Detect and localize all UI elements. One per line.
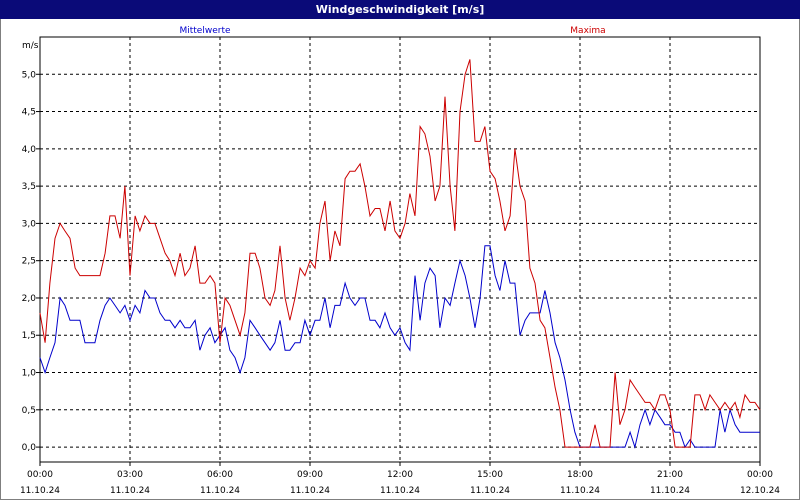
x-tick-date: 11.10.24 xyxy=(560,486,600,496)
x-tick-time: 21:00 xyxy=(657,470,683,480)
x-tick-date: 11.10.24 xyxy=(380,486,420,496)
y-tick-label: 3,0 xyxy=(22,219,37,229)
x-tick-time: 00:00 xyxy=(747,470,773,480)
series-line-maxima xyxy=(39,59,761,448)
y-tick-label: 1,5 xyxy=(22,331,36,341)
y-tick-label: 4,0 xyxy=(22,145,37,155)
x-tick-time: 12:00 xyxy=(387,470,413,480)
y-tick-label: 0,5 xyxy=(22,406,36,416)
x-tick-date: 11.10.24 xyxy=(290,486,330,496)
x-tick-time: 18:00 xyxy=(567,470,593,480)
x-tick-time: 06:00 xyxy=(207,470,233,480)
y-tick-label: 4,5 xyxy=(22,108,36,118)
x-tick-time: 15:00 xyxy=(477,470,503,480)
legend-maxima: Maxima xyxy=(570,26,605,36)
x-tick-date: 12.10.24 xyxy=(740,486,780,496)
x-tick-time: 03:00 xyxy=(117,470,143,480)
y-axis-label: m/s xyxy=(22,41,39,51)
y-tick-label: 5,0 xyxy=(22,70,37,80)
y-tick-label: 2,0 xyxy=(22,294,37,304)
y-tick-label: 1,0 xyxy=(22,369,37,379)
y-tick-label: 3,5 xyxy=(22,182,36,192)
chart-title: Windgeschwindigkeit [m/s] xyxy=(0,0,800,19)
x-tick-date: 11.10.24 xyxy=(470,486,510,496)
x-tick-date: 11.10.24 xyxy=(20,486,60,496)
x-tick-time: 00:00 xyxy=(27,470,53,480)
x-tick-time: 09:00 xyxy=(297,470,323,480)
x-tick-date: 11.10.24 xyxy=(200,486,240,496)
y-tick-label: 0,0 xyxy=(22,443,37,453)
y-tick-label: 2,5 xyxy=(22,257,36,267)
legend-mittelwerte: Mittelwerte xyxy=(179,26,230,36)
series-line-mittelwerte xyxy=(39,245,760,449)
x-tick-date: 11.10.24 xyxy=(110,486,150,496)
x-tick-date: 11.10.24 xyxy=(650,486,690,496)
